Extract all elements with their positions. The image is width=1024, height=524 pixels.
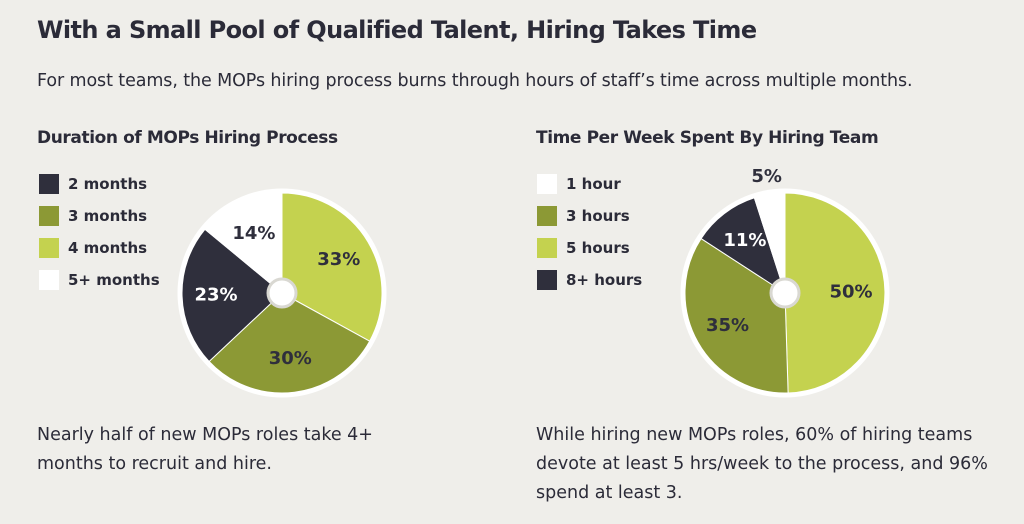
legend-swatch — [537, 270, 557, 290]
legend-swatch — [537, 238, 557, 258]
legend-label: 3 hours — [566, 207, 630, 225]
caption-duration: Nearly half of new MOPs roles take 4+ mo… — [37, 425, 373, 474]
pie-slice-3-months — [208, 292, 371, 394]
legend-swatch — [39, 174, 59, 194]
legend-label: 1 hour — [566, 175, 621, 193]
pie-slice-5-months — [204, 192, 283, 295]
legend-label: 8+ hours — [566, 271, 643, 289]
chart-title-duration: Duration of MOPs Hiring Process — [37, 128, 338, 148]
legend-item: 5 hours — [537, 232, 642, 264]
pie-slice-4-months — [281, 192, 383, 342]
legend-item: 3 hours — [537, 200, 642, 232]
pie-data-label: 30% — [269, 348, 312, 369]
caption-time-per-week: While hiring new MOPs roles, 60% of hiri… — [536, 425, 988, 503]
page-subtitle: For most teams, the MOPs hiring process … — [37, 71, 913, 91]
pie-data-label: 23% — [194, 285, 237, 306]
legend-label: 4 months — [68, 239, 148, 257]
pie-chart-time-per-week: 50% 35% 11% 5% — [680, 166, 890, 398]
legend-swatch — [39, 206, 59, 226]
legend-item: 2 months — [39, 168, 160, 200]
pie-data-label: 33% — [317, 249, 360, 270]
pie-slice-8-hours — [700, 197, 786, 295]
legend-duration: 2 months 3 months 4 months 5+ months — [39, 168, 160, 296]
pie-data-label: 5% — [751, 166, 782, 187]
legend-label: 5 hours — [566, 239, 630, 257]
legend-item: 1 hour — [537, 168, 642, 200]
pie-slice-2-months — [181, 228, 283, 363]
legend-label: 5+ months — [68, 271, 160, 289]
legend-swatch — [39, 270, 59, 290]
pie-data-label: 14% — [232, 223, 275, 244]
pie-center-hole — [266, 277, 298, 309]
pie-data-label: 35% — [706, 315, 749, 336]
legend-swatch — [537, 174, 557, 194]
legend-item: 8+ hours — [537, 264, 642, 296]
pie-data-label: 50% — [829, 282, 872, 303]
legend-label: 2 months — [68, 175, 148, 193]
pie-center-hole — [769, 277, 801, 309]
pie-slice-5-hours — [784, 192, 886, 394]
pie-slice-3-hours — [684, 237, 789, 394]
legend-label: 3 months — [68, 207, 148, 225]
legend-item: 5+ months — [39, 264, 160, 296]
pie-chart-duration: 33% 30% 23% 14% — [177, 188, 387, 398]
legend-swatch — [39, 238, 59, 258]
legend-item: 4 months — [39, 232, 160, 264]
page-title: With a Small Pool of Qualified Talent, H… — [37, 16, 757, 44]
pie-slice-1-hour — [753, 192, 786, 294]
legend-time-per-week: 1 hour 3 hours 5 hours 8+ hours — [537, 168, 642, 296]
legend-item: 3 months — [39, 200, 160, 232]
chart-title-time-per-week: Time Per Week Spent By Hiring Team — [536, 128, 879, 148]
legend-swatch — [537, 206, 557, 226]
pie-data-label: 11% — [723, 230, 766, 251]
